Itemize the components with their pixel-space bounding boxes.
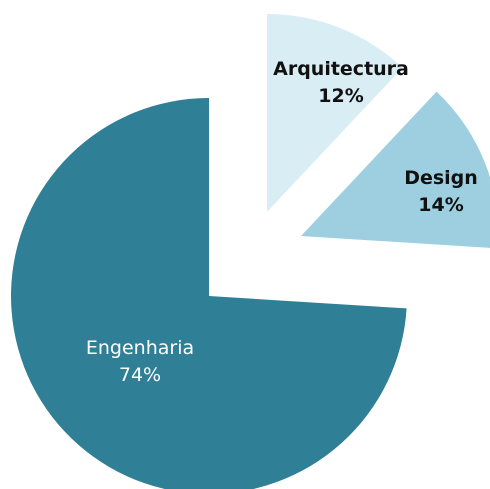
pie-slice-engenharia	[11, 98, 407, 489]
slice-label-design: Design	[404, 167, 478, 189]
slice-value-design: 14%	[418, 194, 463, 216]
pie-slice-design	[301, 91, 490, 248]
slice-label-engenharia: Engenharia	[86, 337, 194, 359]
slice-value-arquitectura: 12%	[318, 85, 363, 107]
slice-label-arquitectura: Arquitectura	[273, 58, 409, 80]
pie-slices	[11, 14, 490, 489]
pie-slice-arquitectura	[267, 14, 403, 212]
slice-value-engenharia: 74%	[119, 364, 161, 386]
pie-labels: Arquitectura 12% Design 14% Engenharia 74%	[86, 58, 478, 386]
